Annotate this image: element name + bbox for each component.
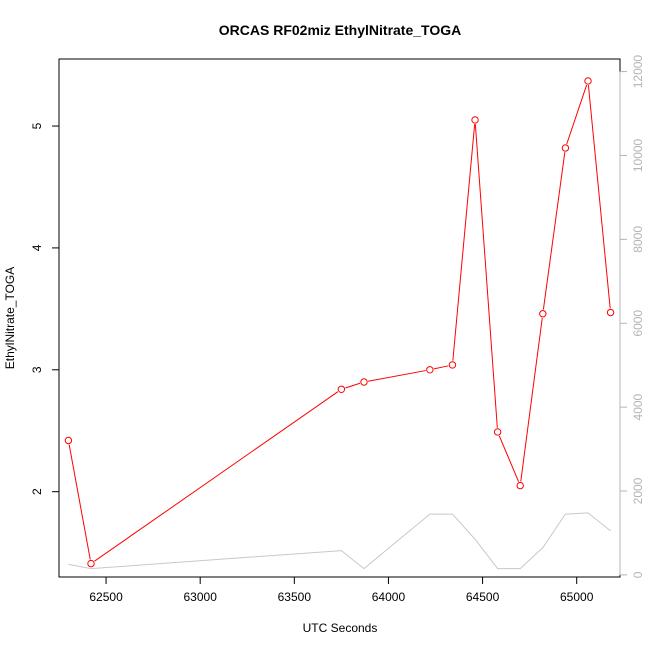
y2-tick-label: 4000 — [631, 393, 645, 420]
series-secondary — [68, 512, 611, 570]
y2-tick-label: 2000 — [631, 477, 645, 504]
chart-title: ORCAS RF02miz EthylNitrate_TOGA — [219, 22, 461, 38]
x-tick-label: 65000 — [560, 590, 594, 604]
data-point — [493, 428, 502, 436]
data-point — [426, 366, 434, 374]
data-point — [87, 559, 95, 568]
primary-series-segment — [68, 444, 91, 560]
data-point — [64, 436, 73, 445]
x-tick-label: 64000 — [372, 590, 406, 604]
data-point — [360, 378, 368, 386]
series-primary — [64, 77, 615, 568]
data-point — [337, 385, 346, 394]
secondary-series-line — [68, 512, 611, 570]
primary-series-segment — [433, 365, 449, 370]
y2-tick-label: 6000 — [631, 310, 645, 337]
y-axis-left: 2 3 4 5 — [30, 122, 60, 495]
y-axis-right: 0 2000 4000 6000 8000 10000 12000 — [619, 55, 645, 578]
primary-series-segment — [368, 370, 426, 382]
data-point — [606, 308, 615, 317]
data-point — [448, 361, 457, 369]
y-tick-label: 3 — [30, 366, 44, 373]
data-point — [516, 481, 524, 490]
primary-series-segment — [566, 84, 588, 145]
data-point — [539, 310, 547, 318]
y-axis-label: EthylNitrate_TOGA — [3, 267, 17, 369]
primary-series-segment — [520, 317, 543, 482]
y-tick-label: 2 — [30, 488, 44, 495]
y2-tick-label: 12000 — [631, 55, 645, 89]
primary-series-segment — [498, 435, 520, 482]
primary-series-segment — [587, 85, 611, 309]
plot-frame — [58, 58, 621, 578]
x-tick-label: 63000 — [184, 590, 218, 604]
data-point — [561, 144, 570, 152]
y-tick-label: 5 — [30, 122, 44, 129]
x-axis-label: UTC Seconds — [303, 621, 378, 635]
primary-series-segment — [345, 382, 361, 389]
primary-series-segment — [474, 124, 498, 428]
data-point — [471, 116, 479, 124]
x-tick-label: 64500 — [466, 590, 500, 604]
y2-tick-label: 0 — [631, 571, 645, 578]
y2-tick-label: 10000 — [631, 138, 645, 172]
x-tick-label: 62500 — [89, 590, 123, 604]
y2-tick-label: 8000 — [631, 226, 645, 253]
data-point — [584, 77, 592, 85]
primary-series-segment — [542, 152, 566, 310]
primary-series-segment — [94, 391, 339, 562]
primary-series-segment — [452, 124, 476, 361]
y-tick-label: 4 — [30, 244, 44, 251]
x-tick-label: 63500 — [278, 590, 312, 604]
x-axis: 62500 63000 63500 64000 64500 65000 — [89, 576, 594, 604]
